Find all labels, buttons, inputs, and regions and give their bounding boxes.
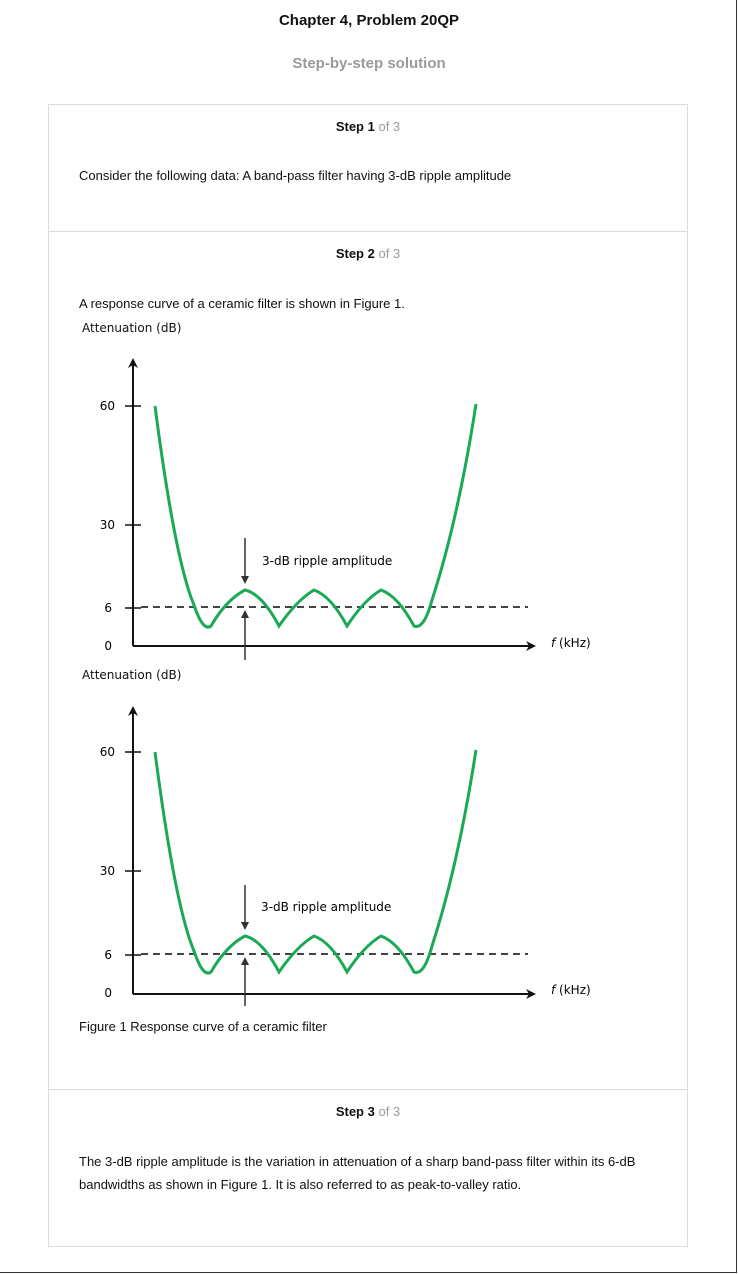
step-3-card: Step 3 of 3 The 3-dB ripple amplitude is… (48, 1089, 688, 1247)
step-1-header: Step 1 of 3 (49, 119, 687, 134)
page-subtitle: Step-by-step solution (292, 55, 446, 72)
plot-1-response-curve (153, 403, 478, 629)
step-3-number: Step 3 (335, 1104, 375, 1119)
plot-2-ticklabel-30: 30 (100, 864, 115, 878)
step-2-number: Step 2 (335, 246, 375, 261)
page-title: Chapter 4, Problem 20QP (278, 12, 460, 29)
step-2-of: of 3 (378, 246, 401, 261)
figure-caption: Figure 1 Response curve of a ceramic fil… (79, 1019, 327, 1034)
step-2-header: Step 2 of 3 (49, 246, 687, 261)
plot-2-annotation: 3-dB ripple amplitude (261, 900, 391, 914)
plot-2-y-label: Attenuation (dB) (82, 668, 181, 682)
step-1-number: Step 1 (335, 119, 375, 134)
step-2-text: A response curve of a ceramic filter is … (79, 296, 405, 311)
step-1-of: of 3 (378, 119, 401, 134)
plot-1-y-label: Attenuation (dB) (82, 321, 181, 335)
plot-2-x-label: f (kHz) (551, 983, 591, 997)
plot-1-x-label: f (kHz) (551, 636, 591, 650)
plot-1-ticklabel-60: 60 (100, 399, 115, 413)
plot-1-ticklabel-0: 0 (104, 639, 112, 653)
step-3-text: The 3-dB ripple amplitude is the variati… (79, 1154, 636, 1192)
step-3-header: Step 3 of 3 (49, 1104, 687, 1119)
plot-1-annotation: 3-dB ripple amplitude (262, 554, 392, 568)
plot-2-ticklabel-6: 6 (104, 948, 112, 962)
step-1-card: Step 1 of 3 Consider the following data:… (48, 104, 688, 232)
plot-2-ticklabel-60: 60 (100, 745, 115, 759)
plot-2-response-curve (153, 749, 478, 975)
step-1-text: Consider the following data: A band-pass… (79, 168, 512, 183)
plot-1: Attenuation (dB) 60 30 6 0 3-dB ripple a… (82, 321, 591, 660)
step-3-of: of 3 (378, 1104, 401, 1119)
plot-1-ticklabel-6: 6 (104, 601, 112, 615)
plot-1-ticklabel-30: 30 (100, 518, 115, 532)
plot-2-ticklabel-0: 0 (104, 986, 112, 1000)
plot-2: Attenuation (dB) 60 30 6 0 3-dB ripple a… (82, 668, 591, 1006)
